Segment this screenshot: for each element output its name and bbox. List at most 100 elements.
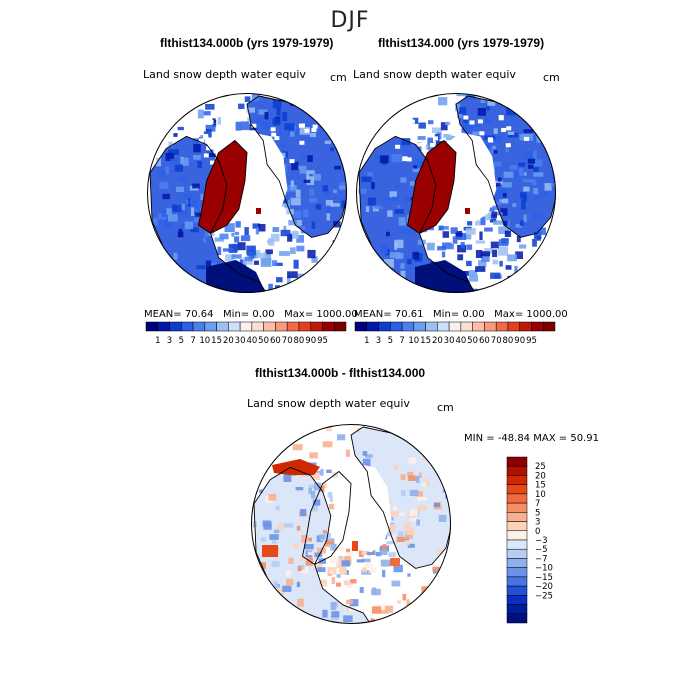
diff-cell [340, 546, 345, 551]
snow-cell [197, 109, 204, 119]
diff-cell [297, 566, 302, 572]
snow-cell [460, 242, 465, 249]
snow-cell [307, 249, 316, 259]
diff-cell [408, 475, 416, 481]
left-unit-label: cm [330, 71, 347, 84]
colorbar-tick-label: 10 [408, 336, 419, 346]
diff-cell [325, 541, 334, 545]
diff-cell [406, 599, 410, 606]
colorbar-swatch [506, 539, 528, 550]
snow-free-cell [274, 136, 280, 141]
snow-cell [303, 179, 311, 183]
snow-cell [514, 265, 518, 274]
snow-cell [203, 237, 207, 244]
diff-cell [326, 469, 332, 473]
snow-cell [412, 168, 422, 173]
colorbar-tick-label: 80 [502, 336, 513, 346]
snow-cell [168, 149, 179, 155]
snow-free-cell [433, 136, 438, 141]
colorbar-tick-label: 95 [526, 336, 537, 346]
colorbar-swatch [460, 321, 473, 332]
diff-cell [308, 537, 312, 542]
snow-cell [412, 251, 419, 260]
diff-cell [313, 482, 321, 491]
snow-cell [441, 251, 446, 258]
colorbar-tick-label: 3 [535, 518, 540, 528]
snow-cell [466, 244, 473, 250]
diff-cell [336, 574, 341, 578]
colorbar-swatch [506, 604, 528, 615]
snow-cell [280, 143, 287, 147]
diff-cell [400, 490, 406, 497]
diff-cell [400, 474, 406, 481]
snow-cell [365, 206, 370, 213]
diff-cell [318, 534, 325, 539]
snow-cell [389, 252, 401, 259]
right-min-value: 0.00 [462, 309, 485, 320]
colorbar-swatch [506, 512, 528, 522]
snow-cell [539, 192, 548, 198]
colorbar-swatch [322, 321, 335, 332]
snow-cell [367, 197, 376, 206]
snow-cell [168, 214, 178, 222]
colorbar-tick-label: 5 [535, 508, 540, 518]
snow-cell [287, 234, 293, 242]
snow-cell [217, 117, 221, 125]
snow-cell [219, 233, 229, 240]
snow-cell [237, 242, 246, 251]
colorbar-swatch [506, 567, 528, 578]
diff-cell [363, 563, 373, 569]
diff-cell [292, 444, 303, 451]
diff-positive-region [262, 545, 278, 557]
diff-cell [326, 427, 332, 432]
snow-cell [507, 132, 519, 138]
colorbar-swatch [310, 321, 323, 332]
snow-cell [247, 251, 255, 257]
snow-cell [455, 103, 461, 112]
colorbar-tick-label: 50 [258, 336, 269, 346]
diff-cell [282, 585, 292, 592]
snow-cell [325, 200, 333, 207]
snow-cell [333, 189, 337, 194]
snow-cell [190, 227, 199, 233]
diff-cell [259, 562, 266, 569]
snow-cell [231, 254, 242, 259]
snow-cell [166, 208, 172, 215]
diff-cell [297, 598, 304, 607]
colorbar-swatch [425, 321, 438, 332]
snow-cell [212, 120, 217, 127]
left-mean-value: 70.64 [184, 309, 214, 320]
snow-cell [445, 244, 454, 250]
snow-cell [523, 186, 530, 192]
colorbar-swatch [506, 475, 528, 485]
diff-cell [261, 537, 267, 542]
colorbar-swatch [472, 321, 485, 332]
diff-cell [276, 523, 283, 531]
coastline [301, 470, 352, 565]
diff-cell [295, 487, 304, 491]
colorbar-swatch [484, 321, 497, 332]
snow-free-cell [300, 123, 305, 128]
colorbar-swatch [239, 321, 253, 332]
diff-cell [346, 563, 351, 567]
snow-cell [276, 107, 281, 116]
diff-cell [330, 543, 337, 551]
diff-cell [405, 531, 413, 539]
snow-cell [495, 161, 502, 167]
left-polar-map [147, 93, 347, 293]
snow-cell [533, 188, 539, 195]
colorbar-swatch [204, 321, 217, 332]
snow-cell [523, 214, 527, 223]
snow-cell [297, 219, 302, 226]
snow-cell [544, 183, 552, 191]
snow-cell [244, 256, 253, 262]
diff-cell [397, 600, 401, 604]
diff-cell [361, 567, 367, 573]
diff-cell [361, 570, 371, 575]
colorbar-tick-label: 7 [535, 499, 540, 509]
snow-cell [214, 237, 224, 242]
snow-free-cell [452, 122, 458, 127]
right-panel-title: flthist134.000 (yrs 1979-1979) [378, 36, 545, 50]
snow-cell [505, 144, 509, 153]
diff-cell [322, 441, 333, 448]
